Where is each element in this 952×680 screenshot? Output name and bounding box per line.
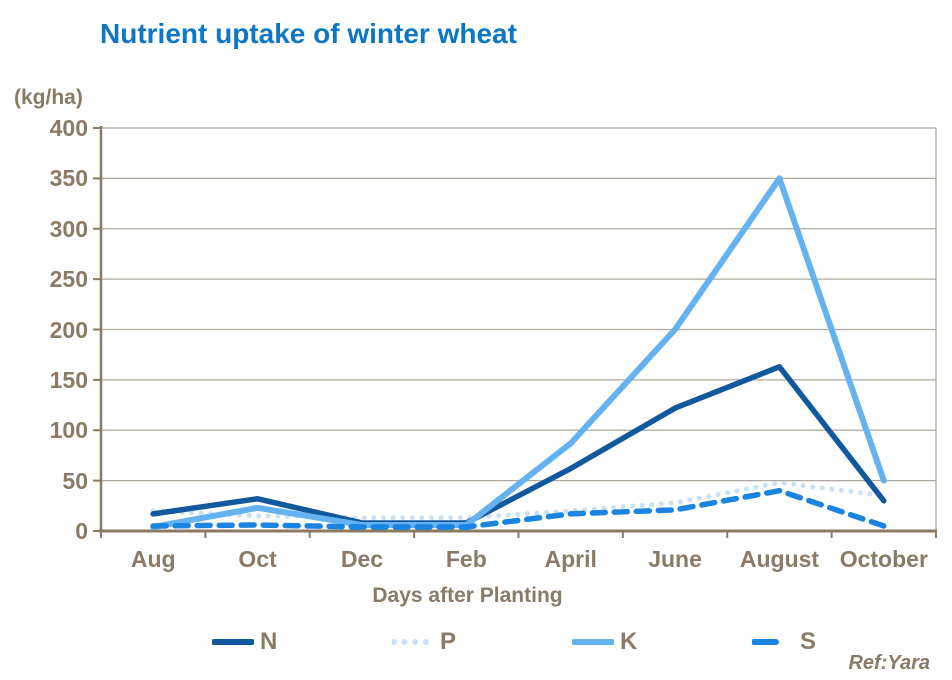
legend-item-p: P [392,628,456,656]
n-series-swatch-icon [212,639,254,645]
chart-title: Nutrient uptake of winter wheat [100,18,517,49]
x-tick-label: Oct [238,546,277,572]
legend-label-s: S [800,628,817,655]
y-tick-label: 200 [49,316,88,343]
legend-item-k: K [572,628,637,656]
y-axis-unit-label: (kg/ha) [14,86,83,109]
y-tick-label: 50 [62,467,88,494]
x-tick-label: Feb [445,546,487,572]
reference-text: Ref:Yara [848,652,930,674]
k-series-swatch-icon [572,639,614,645]
s-series-swatch-icon [752,639,779,645]
y-tick-label: 100 [49,417,88,444]
x-tick-label: June [648,546,702,572]
x-tick-label: April [544,546,597,572]
x-axis-title: Days after Planting [372,584,563,607]
legend: N P K S [0,628,952,658]
x-tick-label: August [739,546,820,572]
legend-label-n: N [260,628,278,655]
legend-item-s: S [752,628,816,656]
y-tick-label: 350 [49,165,88,192]
series-line-k [150,175,887,530]
y-tick-label: 250 [49,266,88,293]
series-line-n [150,364,887,526]
y-tick-label: 400 [49,115,88,141]
series-line-p [150,480,887,521]
y-tick-label: 0 [75,518,88,544]
series-line-s [150,487,887,530]
y-tick-label: 300 [49,215,88,242]
legend-label-k: K [620,628,638,655]
x-tick-label: Dec [340,546,384,572]
legend-item-n: N [212,628,277,656]
legend-label-p: P [440,628,457,655]
x-tick-label: October [839,546,928,572]
y-tick-label: 150 [49,366,88,393]
p-series-swatch-icon [392,639,434,645]
x-tick-label: Aug [130,546,176,572]
